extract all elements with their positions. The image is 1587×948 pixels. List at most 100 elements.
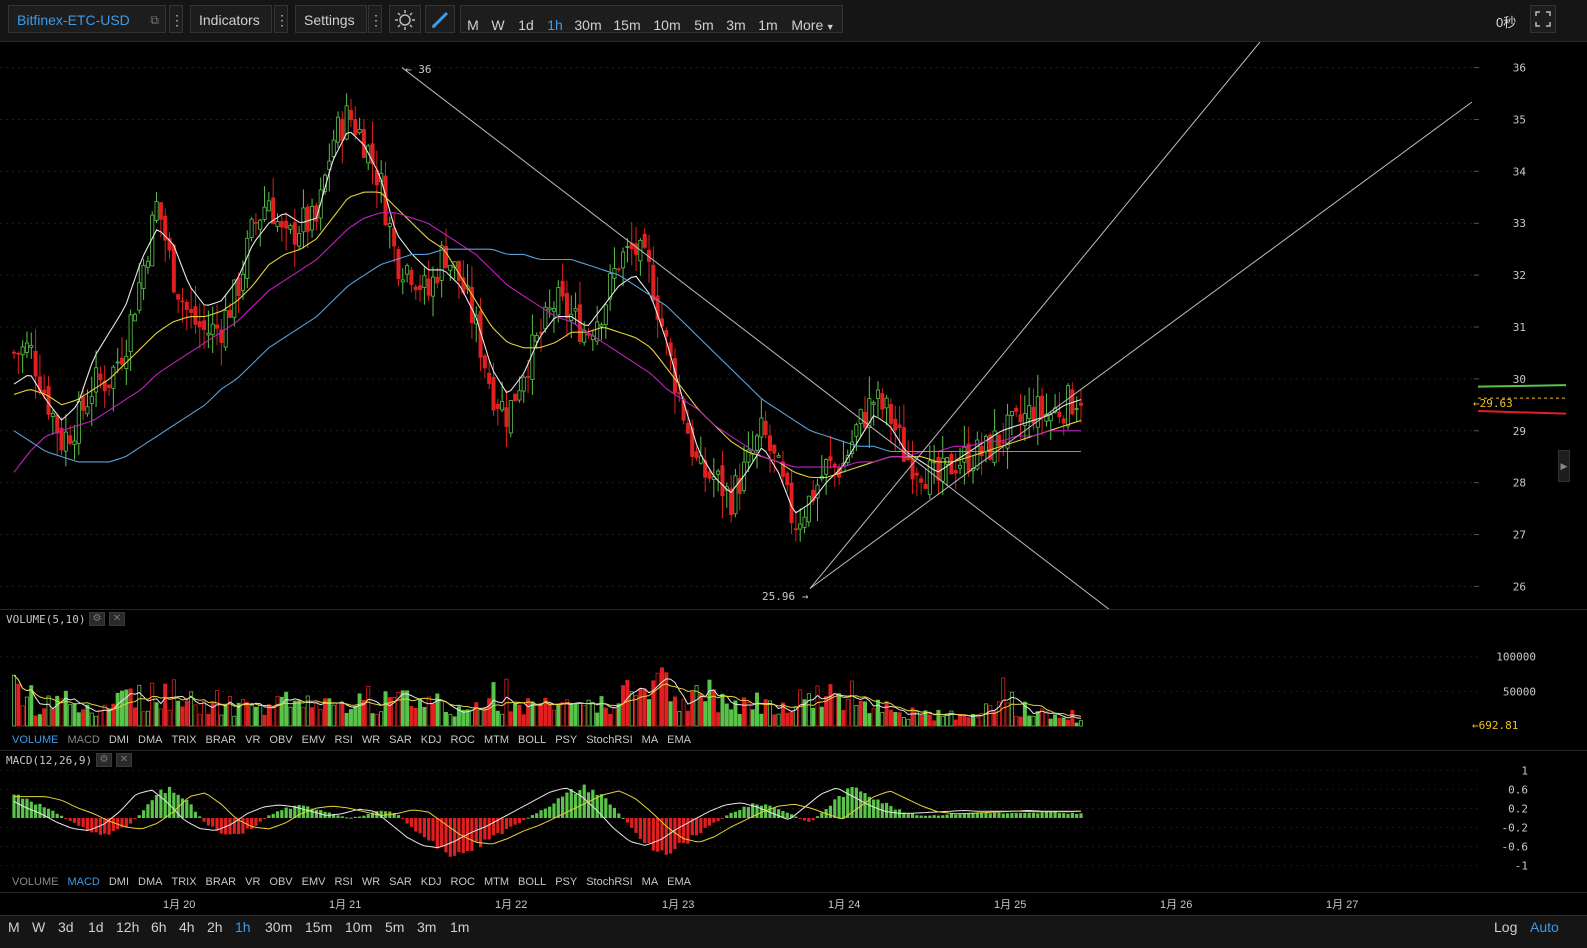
indicator-tab-boll[interactable]: BOLL: [518, 734, 547, 746]
bottom-period-1h[interactable]: 1h: [235, 919, 251, 935]
indicator-tab-macd[interactable]: MACD: [67, 734, 100, 746]
macd-histogram-bar: [915, 815, 919, 818]
bottom-period-12h[interactable]: 12h: [116, 919, 140, 935]
indicator-tab-ma[interactable]: MA: [641, 876, 659, 888]
indicator-tab-ma[interactable]: MA: [641, 734, 659, 746]
indicator-tab-dma[interactable]: DMA: [138, 734, 163, 746]
indicator-tab-sar[interactable]: SAR: [389, 734, 412, 746]
indicator-tab-obv[interactable]: OBV: [269, 876, 293, 888]
settings-button[interactable]: Settings: [295, 5, 367, 33]
scroll-right-handle[interactable]: ▶: [1558, 450, 1570, 482]
period-1m[interactable]: 1m: [758, 17, 778, 33]
volume-settings-icon[interactable]: ⚙: [89, 612, 105, 626]
indicator-tab-trix[interactable]: TRIX: [171, 876, 197, 888]
indicator-tab-mtm[interactable]: MTM: [484, 734, 510, 746]
volume-bar: [107, 708, 112, 727]
period-10m[interactable]: 10m: [653, 17, 681, 33]
candle-body: [621, 251, 626, 269]
price-tick-label: 31: [1513, 321, 1526, 334]
bottom-period-6h[interactable]: 6h: [151, 919, 167, 935]
macd-histogram-bar: [837, 795, 841, 818]
indicator-tab-wr[interactable]: WR: [361, 876, 381, 888]
indicator-tab-macd[interactable]: MACD: [67, 876, 100, 888]
indicators-button[interactable]: Indicators: [190, 5, 272, 33]
volume-bar: [685, 710, 690, 727]
indicator-tab-kdj[interactable]: KDJ: [420, 876, 442, 888]
bottom-period-3m[interactable]: 3m: [417, 919, 437, 935]
volume-bar: [478, 709, 483, 727]
indicator-tab-roc[interactable]: ROC: [450, 876, 475, 888]
auto-scale-toggle[interactable]: Auto: [1530, 919, 1559, 935]
symbol-menu-icon[interactable]: ⋮: [169, 5, 184, 33]
indicator-tab-emv[interactable]: EMV: [301, 876, 326, 888]
indicator-tab-psy[interactable]: PSY: [555, 876, 578, 888]
period-M[interactable]: M: [467, 17, 479, 33]
indicator-tab-trix[interactable]: TRIX: [171, 734, 197, 746]
volume-chart[interactable]: 50000 100000: [0, 629, 1587, 729]
indicator-tab-kdj[interactable]: KDJ: [420, 734, 442, 746]
indicators-menu-icon[interactable]: ⋮: [274, 5, 289, 33]
indicator-tab-ema[interactable]: EMA: [667, 734, 692, 746]
volume-bar: [245, 702, 250, 727]
indicator-tab-volume[interactable]: VOLUME: [12, 876, 59, 888]
indicator-tab-ema[interactable]: EMA: [667, 876, 692, 888]
bottom-period-M[interactable]: M: [8, 919, 20, 935]
macd-histogram-bar: [453, 818, 457, 856]
indicator-tab-volume[interactable]: VOLUME: [12, 734, 59, 746]
bottom-period-3d[interactable]: 3d: [58, 919, 74, 935]
indicator-tab-emv[interactable]: EMV: [301, 734, 326, 746]
indicator-tab-roc[interactable]: ROC: [450, 734, 475, 746]
bottom-period-15m[interactable]: 15m: [305, 919, 333, 935]
bottom-period-1d[interactable]: 1d: [88, 919, 104, 935]
settings-menu-icon[interactable]: ⋮: [368, 5, 383, 33]
indicator-tab-boll[interactable]: BOLL: [518, 876, 547, 888]
period-1d[interactable]: 1d: [518, 17, 534, 33]
period-30m[interactable]: 30m: [574, 17, 602, 33]
price-tick-label: 32: [1513, 269, 1526, 282]
indicator-tab-vr[interactable]: VR: [245, 876, 261, 888]
macd-close-icon[interactable]: ✕: [116, 753, 132, 767]
bottom-period-10m[interactable]: 10m: [345, 919, 373, 935]
volume-bar: [1031, 715, 1036, 727]
bottom-period-1m[interactable]: 1m: [450, 919, 470, 935]
indicator-tab-rsi[interactable]: RSI: [334, 876, 353, 888]
indicator-tab-stochrsi[interactable]: StochRSI: [586, 876, 633, 888]
indicator-tab-brar[interactable]: BRAR: [205, 876, 237, 888]
indicator-tab-stochrsi[interactable]: StochRSI: [586, 734, 633, 746]
price-tick-label: 30: [1513, 373, 1526, 386]
period-5m[interactable]: 5m: [694, 17, 714, 33]
period-3m[interactable]: 3m: [726, 17, 746, 33]
bottom-period-30m[interactable]: 30m: [265, 919, 293, 935]
indicator-tab-wr[interactable]: WR: [361, 734, 381, 746]
fullscreen-button[interactable]: [1530, 5, 1556, 33]
indicator-tab-dmi[interactable]: DMI: [108, 876, 130, 888]
macd-histogram-bar: [21, 798, 25, 818]
bottom-period-5m[interactable]: 5m: [385, 919, 405, 935]
period-1h[interactable]: 1h: [547, 17, 563, 33]
bottom-period-2h[interactable]: 2h: [207, 919, 223, 935]
period-W[interactable]: W: [491, 17, 505, 33]
indicator-tab-rsi[interactable]: RSI: [334, 734, 353, 746]
price-chart[interactable]: 26 27 28 29 30 31 32 33 34 35 36: [0, 42, 1587, 610]
symbol-selector[interactable]: Bitfinex-ETC-USD ⧉: [8, 5, 166, 33]
period-15m[interactable]: 15m: [613, 17, 641, 33]
log-scale-toggle[interactable]: Log: [1494, 919, 1518, 935]
indicator-tab-psy[interactable]: PSY: [555, 734, 578, 746]
popout-icon[interactable]: ⧉: [150, 13, 159, 27]
volume-close-icon[interactable]: ✕: [109, 612, 125, 626]
indicator-tab-sar[interactable]: SAR: [389, 876, 412, 888]
macd-settings-icon[interactable]: ⚙: [96, 753, 112, 767]
bottom-period-4h[interactable]: 4h: [179, 919, 195, 935]
draw-tool-button[interactable]: [425, 5, 455, 33]
indicator-tab-vr[interactable]: VR: [245, 734, 261, 746]
macd-chart[interactable]: -1 -0.6 -0.2 0.2 0.6 1: [0, 762, 1587, 872]
theme-toggle-button[interactable]: [389, 5, 421, 33]
more-periods-dropdown[interactable]: More ▼: [787, 11, 839, 39]
indicator-tab-dma[interactable]: DMA: [138, 876, 163, 888]
bottom-period-W[interactable]: W: [32, 919, 46, 935]
indicator-tab-obv[interactable]: OBV: [269, 734, 293, 746]
indicator-tab-mtm[interactable]: MTM: [484, 876, 510, 888]
candle-body: [11, 351, 16, 354]
indicator-tab-brar[interactable]: BRAR: [205, 734, 237, 746]
indicator-tab-dmi[interactable]: DMI: [108, 734, 130, 746]
